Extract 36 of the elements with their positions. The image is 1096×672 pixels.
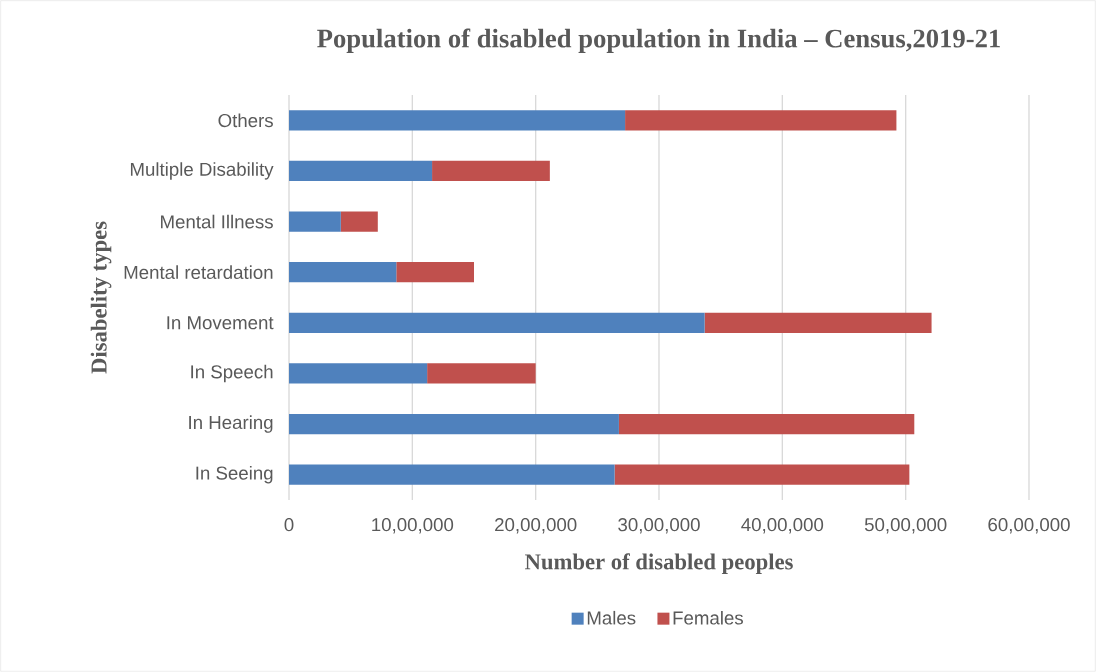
y-tick-label: Multiple Disability — [130, 162, 274, 180]
x-tick-label: 60,00,000 — [988, 518, 1070, 534]
y-axis-title: Disabelity types — [90, 221, 112, 374]
bar — [614, 464, 910, 485]
x-tick-label: 10,00,000 — [372, 518, 454, 534]
bar — [396, 262, 474, 283]
x-tick-label: 50,00,000 — [864, 518, 947, 534]
x-tick-label: 30,00,000 — [618, 518, 700, 534]
bar — [289, 413, 619, 435]
bar — [704, 312, 932, 333]
chart-title: Population of disabled population in India – Census,2019-21 — [317, 28, 1000, 53]
bar — [340, 211, 378, 232]
bar — [289, 312, 705, 333]
y-tick-label: Mental Illness — [161, 214, 273, 229]
bar — [427, 363, 536, 384]
legend-label: Males — [587, 610, 636, 625]
bar — [289, 211, 341, 232]
bar — [289, 262, 397, 283]
y-tick-label: In Hearing — [189, 415, 273, 433]
bar — [289, 160, 433, 182]
bar — [618, 413, 915, 435]
bar — [289, 110, 626, 131]
legend-label: Females — [673, 610, 743, 625]
y-tick-label: Mental retardation — [124, 265, 273, 280]
y-tick-label: In Movement — [167, 316, 274, 330]
x-tick-label: 0 — [284, 518, 294, 532]
y-tick-label: In Seeing — [196, 465, 273, 484]
x-tick-label: 20,00,000 — [495, 518, 577, 534]
y-tick-label: In Speech — [191, 364, 273, 383]
x-axis-title: Number of disabled peoples — [525, 553, 793, 575]
bar — [289, 363, 428, 384]
bar — [432, 160, 550, 182]
bar — [625, 110, 897, 131]
bar — [289, 464, 615, 485]
y-tick-label: Others — [218, 113, 273, 128]
x-tick-label: 40,00,000 — [741, 518, 824, 534]
